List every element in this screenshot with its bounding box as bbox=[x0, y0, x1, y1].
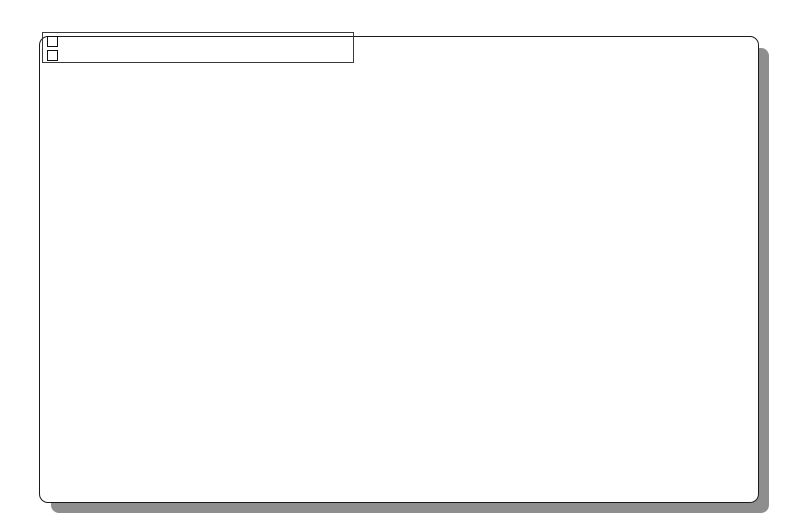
legend-row-run3 bbox=[47, 34, 349, 48]
run3-color-swatch bbox=[47, 35, 58, 47]
plot-area bbox=[39, 36, 759, 503]
legend-box[interactable] bbox=[42, 32, 354, 63]
legend-row-run5 bbox=[47, 48, 349, 62]
run5-color-swatch bbox=[47, 49, 58, 61]
